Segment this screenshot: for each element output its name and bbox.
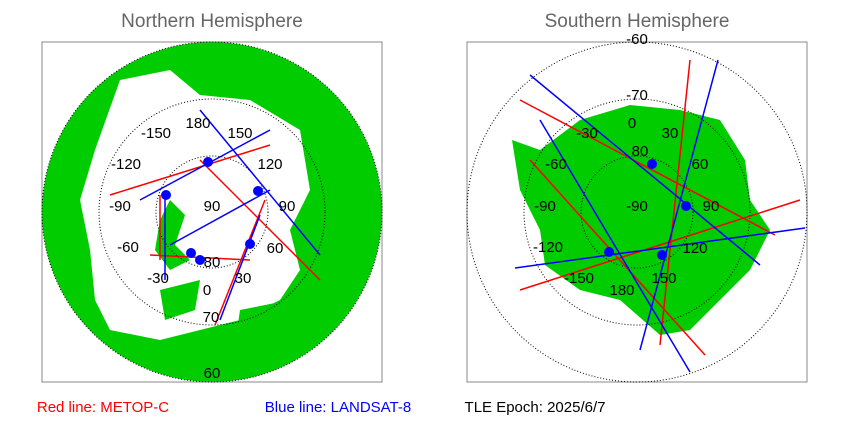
grid-label: -60 xyxy=(626,31,648,48)
grid-label: -120 xyxy=(111,156,141,173)
legend-text: Red line: METOP-C xyxy=(37,399,169,416)
grid-label: 80 xyxy=(632,143,649,160)
grid-label: -150 xyxy=(141,125,171,142)
grid-label: 90 xyxy=(279,198,296,215)
grid-label: 30 xyxy=(662,125,679,142)
grid-label: 120 xyxy=(257,156,282,173)
grid-label: 0 xyxy=(628,115,636,132)
grid-label: -120 xyxy=(533,239,563,256)
south-points xyxy=(604,159,691,260)
grid-label: 0 xyxy=(203,282,211,299)
grid-label: -150 xyxy=(564,270,594,287)
south-tracks xyxy=(514,59,806,373)
grid-label: 180 xyxy=(609,282,634,299)
grid-label: 60 xyxy=(692,156,709,173)
grid-label: 80 xyxy=(204,254,221,271)
north-tracks xyxy=(109,109,321,326)
grid-label: -30 xyxy=(576,125,598,142)
grid-label: 150 xyxy=(227,125,252,142)
south-map xyxy=(512,105,770,335)
north-grid xyxy=(41,41,383,383)
grid-label: 30 xyxy=(235,270,252,287)
grid-label: 60 xyxy=(267,240,284,257)
south-grid xyxy=(466,41,808,383)
grid-label: 60 xyxy=(204,365,221,382)
grid-label: -60 xyxy=(117,239,139,256)
grid-label: 150 xyxy=(651,270,676,287)
grid-label: 90 xyxy=(204,198,221,215)
grid-label: -30 xyxy=(147,270,169,287)
grid-label: 180 xyxy=(185,115,210,132)
grid-label: -90 xyxy=(534,198,556,215)
north-points xyxy=(161,157,263,265)
north-map xyxy=(42,42,382,382)
map-title: Northern Hemisphere xyxy=(121,11,303,32)
grid-label: -70 xyxy=(626,87,648,104)
grid-label: 90 xyxy=(703,198,720,215)
legend-text: TLE Epoch: 2025/6/7 xyxy=(465,399,606,416)
grid-label: -90 xyxy=(109,198,131,215)
grid-label: 70 xyxy=(203,309,220,326)
map-title: Southern Hemisphere xyxy=(545,11,730,32)
legend-text: Blue line: LANDSAT-8 xyxy=(265,399,411,416)
grid-label: -60 xyxy=(545,156,567,173)
grid-label: -90 xyxy=(626,198,648,215)
grid-label: 120 xyxy=(682,240,707,257)
